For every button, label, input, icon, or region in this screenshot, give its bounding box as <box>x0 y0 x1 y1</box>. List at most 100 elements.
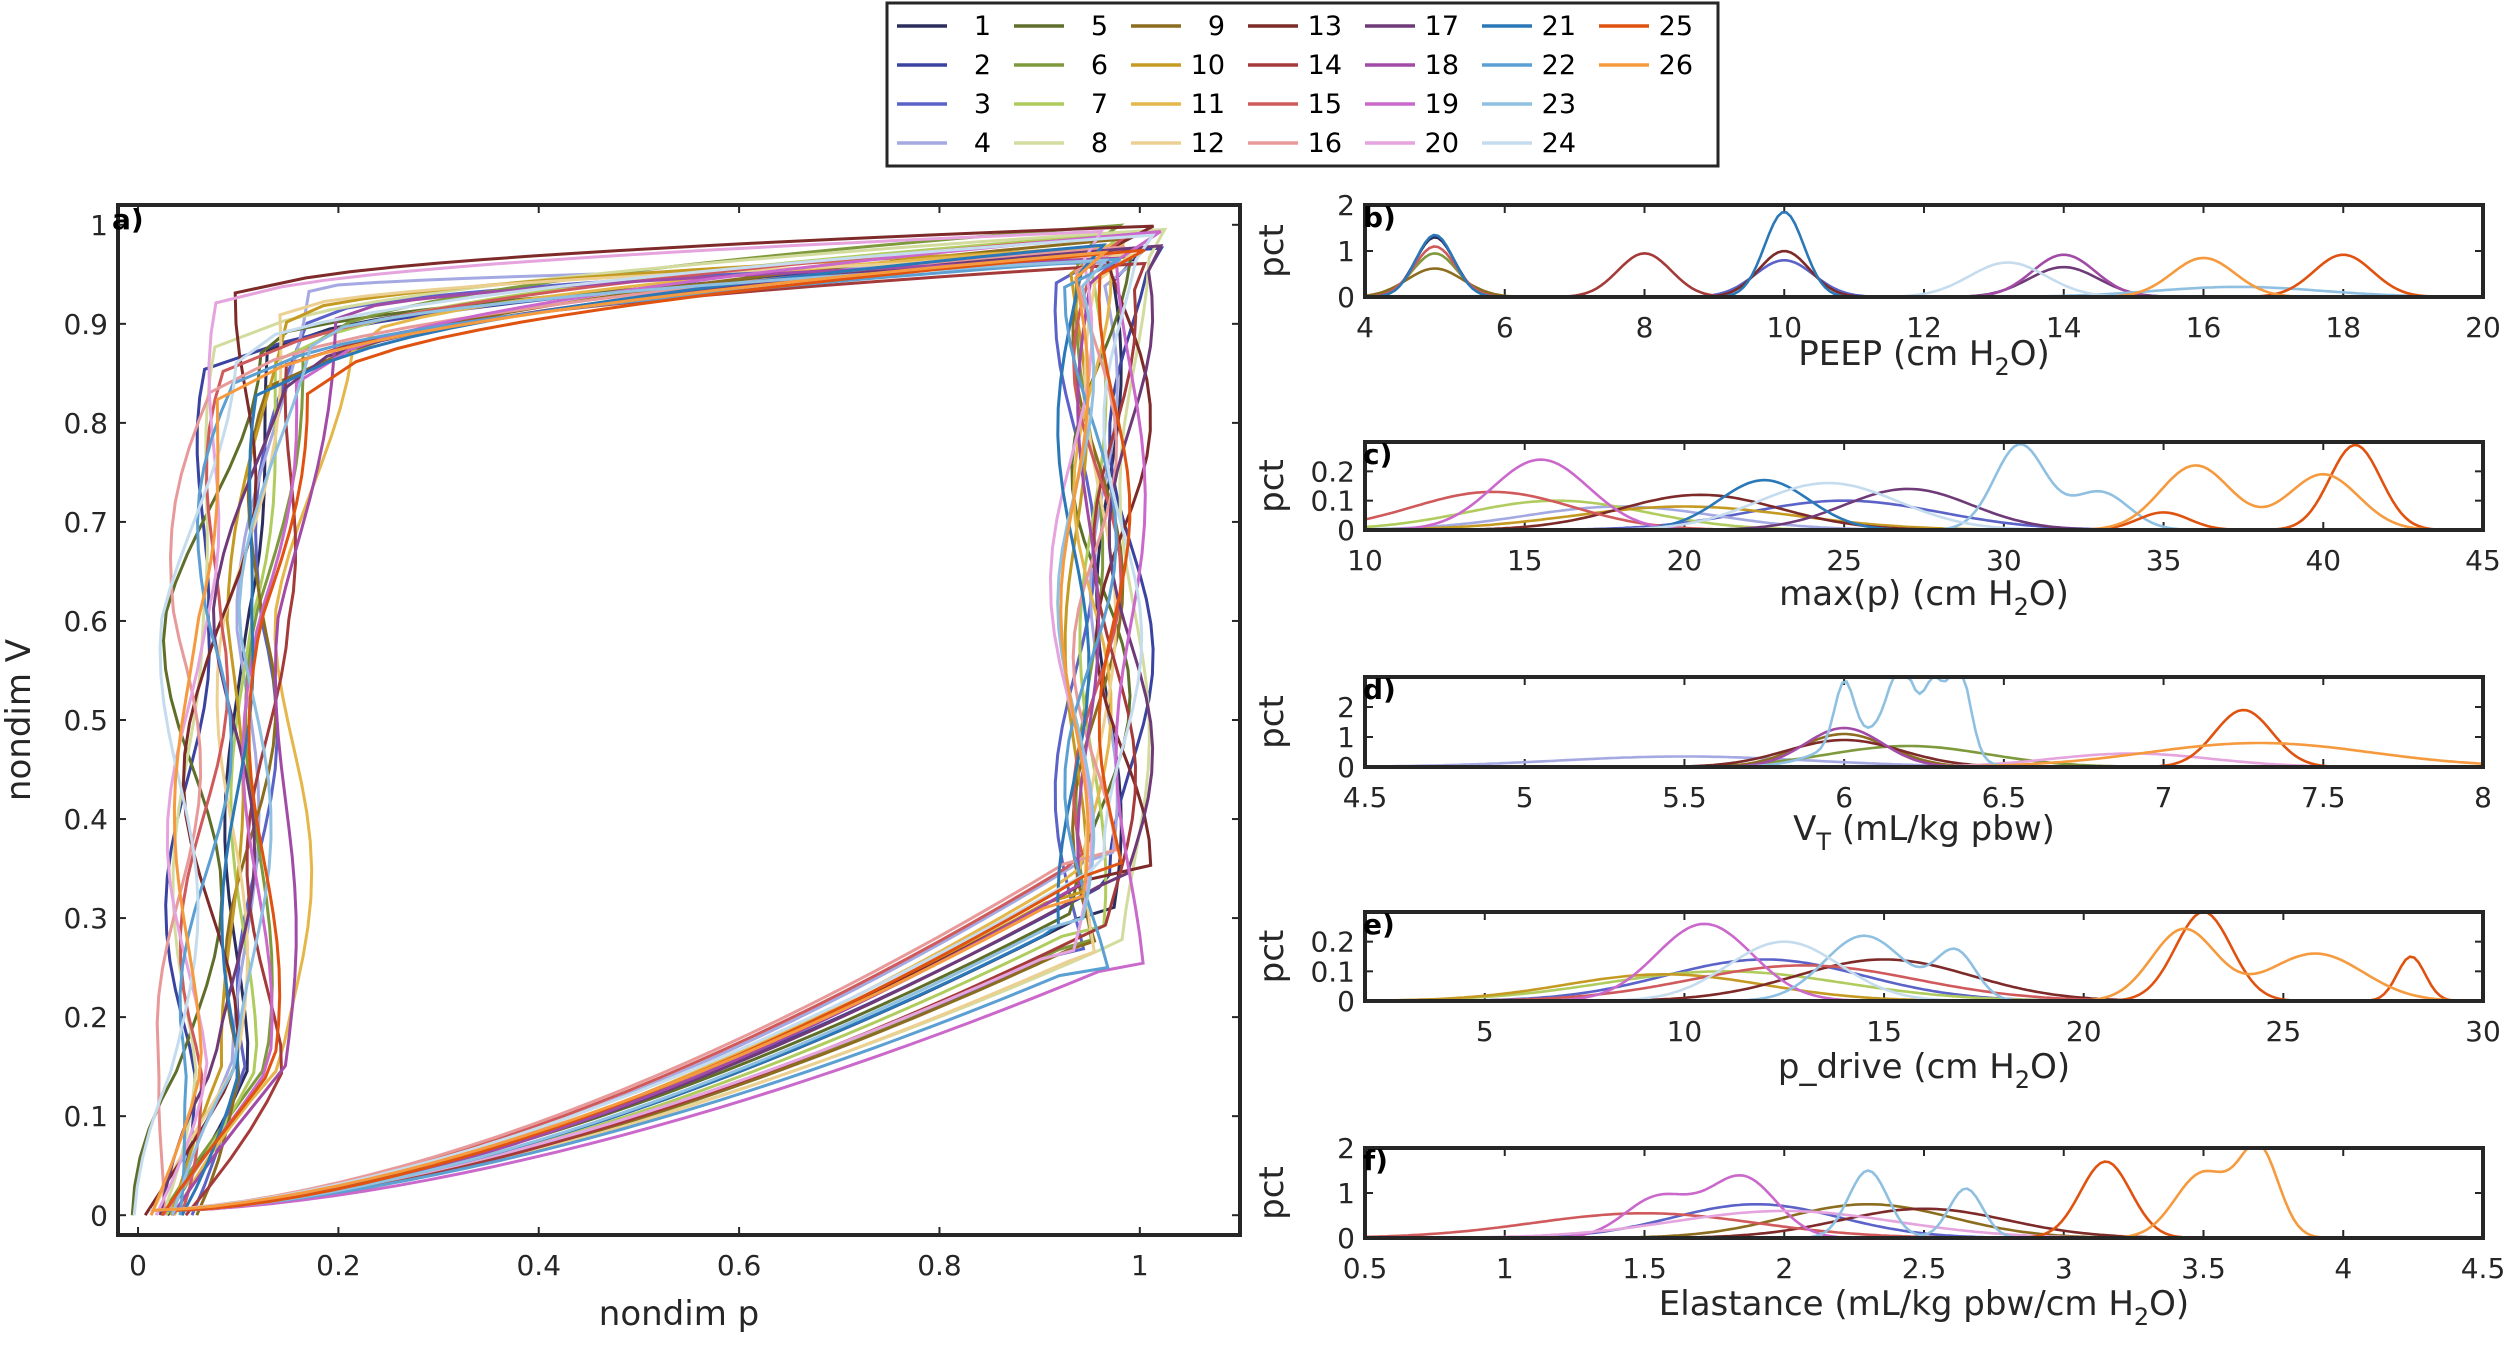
x-tick-label: 0.8 <box>917 1249 962 1282</box>
legend-label-14: 14 <box>1308 50 1342 81</box>
y-tick-label: 0.8 <box>63 407 108 440</box>
y-tick-label: 0.6 <box>63 605 108 638</box>
x-tick-label: 8 <box>2474 781 2492 814</box>
y-tick-label: 1 <box>90 209 108 242</box>
x-tick-label: 1.5 <box>1622 1252 1667 1285</box>
x-tick-label: 4 <box>1356 311 1374 344</box>
x-axis-label-tail: O) <box>2029 574 2069 614</box>
x-axis-label-main: PEEP (cm H <box>1798 334 1994 374</box>
axes-frame <box>1363 675 2485 769</box>
y-tick-label: 0.9 <box>63 308 108 341</box>
x-axis-label-subscript: 2 <box>2134 1303 2149 1331</box>
y-axis-label: pct <box>1252 224 1292 278</box>
x-axis-label-main: p_drive (cm H <box>1778 1047 2015 1087</box>
pv-loop-16 <box>150 245 1126 1216</box>
x-tick-label: 4.5 <box>1343 781 1388 814</box>
y-tick-label: 2 <box>1337 1132 1355 1165</box>
x-tick-label: 7.5 <box>2301 781 2346 814</box>
panel-label: d) <box>1363 673 1396 706</box>
x-tick-label: 20 <box>2465 311 2501 344</box>
panel-label: c) <box>1363 438 1392 471</box>
x-tick-label: 6.5 <box>1982 781 2027 814</box>
panel-label: b) <box>1363 201 1396 234</box>
axes-frame <box>1363 1146 2485 1240</box>
x-tick-label: 10 <box>1347 544 1383 577</box>
x-tick-label: 35 <box>2146 544 2182 577</box>
y-tick-label: 0 <box>90 1199 108 1232</box>
density-series-25 <box>1365 708 2483 769</box>
y-axis-label: pct <box>1252 459 1292 513</box>
x-tick-label: 2 <box>1775 1252 1793 1285</box>
x-tick-label: 30 <box>2465 1015 2501 1048</box>
density-series-25 <box>1365 443 2483 532</box>
axes-frame <box>116 203 1242 1237</box>
legend-label-16: 16 <box>1308 128 1342 159</box>
x-axis-label-subscript: 2 <box>2014 593 2029 621</box>
pv-loop-7 <box>164 231 1128 1217</box>
x-axis-label: PEEP (cm H2O) <box>1798 334 2050 381</box>
x-axis-label: Elastance (mL/kg pbw/cm H2O) <box>1659 1284 2189 1331</box>
y-tick-label: 0.5 <box>63 704 108 737</box>
pv-loop-19 <box>161 230 1162 1217</box>
x-tick-label: 7 <box>2155 781 2173 814</box>
x-tick-label: 16 <box>2186 311 2222 344</box>
x-tick-label: 12 <box>1906 311 1942 344</box>
y-tick-label: 0.1 <box>1310 485 1355 518</box>
legend-label-26: 26 <box>1659 50 1693 81</box>
x-tick-label: 8 <box>1636 311 1654 344</box>
x-axis-label: p_drive (cm H2O) <box>1778 1047 2070 1094</box>
y-tick-label: 0.7 <box>63 506 108 539</box>
pv-loop-4 <box>170 260 1139 1216</box>
x-tick-label: 0.2 <box>316 1249 361 1282</box>
x-axis-label-subscript: 2 <box>1994 353 2009 381</box>
pv-loop-5 <box>130 255 1133 1216</box>
y-tick-label: 2 <box>1337 691 1355 724</box>
y-tick-label: 1 <box>1337 235 1355 268</box>
density-series-23 <box>1365 934 2483 1003</box>
x-tick-label: 10 <box>1766 311 1802 344</box>
axes-frame <box>1363 203 2485 299</box>
y-axis-label: pct <box>1252 930 1292 984</box>
y-tick-label: 0.2 <box>1310 926 1355 959</box>
y-tick-label: 0 <box>1337 751 1355 784</box>
x-tick-label: 1 <box>1131 1249 1149 1282</box>
legend-label-18: 18 <box>1425 50 1459 81</box>
density-series-7 <box>1364 970 2483 1003</box>
legend-label-1: 1 <box>974 11 991 42</box>
x-tick-label: 40 <box>2305 544 2341 577</box>
legend: 1234567891011121314151617181920212223242… <box>885 1 1720 168</box>
y-tick-label: 0 <box>1337 985 1355 1018</box>
pv-loop-11 <box>172 243 1125 1216</box>
pv-loop-20 <box>152 229 1104 1216</box>
x-tick-label: 4.5 <box>2461 1252 2506 1285</box>
x-tick-label: 4 <box>2334 1252 2352 1285</box>
y-tick-label: 0.2 <box>63 1001 108 1034</box>
density-series-1 <box>1364 235 2483 299</box>
x-tick-label: 2.5 <box>1902 1252 1947 1285</box>
axes-frame <box>1363 910 2485 1003</box>
x-tick-label: 20 <box>1667 544 1703 577</box>
x-tick-label: 14 <box>2046 311 2082 344</box>
x-axis-label-tail: O) <box>2010 334 2050 374</box>
panel-label: e) <box>1363 908 1395 941</box>
legend-label-13: 13 <box>1308 11 1342 42</box>
density-series-21 <box>1365 211 2483 299</box>
y-tick-label: 1 <box>1337 721 1355 754</box>
pv-loop-24 <box>132 233 1156 1216</box>
x-tick-label: 5.5 <box>1662 781 1707 814</box>
x-tick-label: 20 <box>2066 1015 2102 1048</box>
density-series-23 <box>1365 675 2483 769</box>
legend-label-21: 21 <box>1542 11 1576 42</box>
y-tick-label: 0 <box>1337 514 1355 547</box>
x-tick-label: 15 <box>1507 544 1543 577</box>
x-tick-label: 0 <box>129 1249 147 1282</box>
legend-label-10: 10 <box>1191 50 1225 81</box>
x-tick-label: 0.4 <box>516 1249 561 1282</box>
legend-label-22: 22 <box>1542 50 1576 81</box>
y-tick-label: 0.1 <box>1310 955 1355 988</box>
legend-label-8: 8 <box>1091 128 1108 159</box>
x-axis-label: VT (mL/kg pbw) <box>1793 809 2055 856</box>
pv-loop-2 <box>152 246 1165 1216</box>
pv-loop-23 <box>170 258 1110 1216</box>
